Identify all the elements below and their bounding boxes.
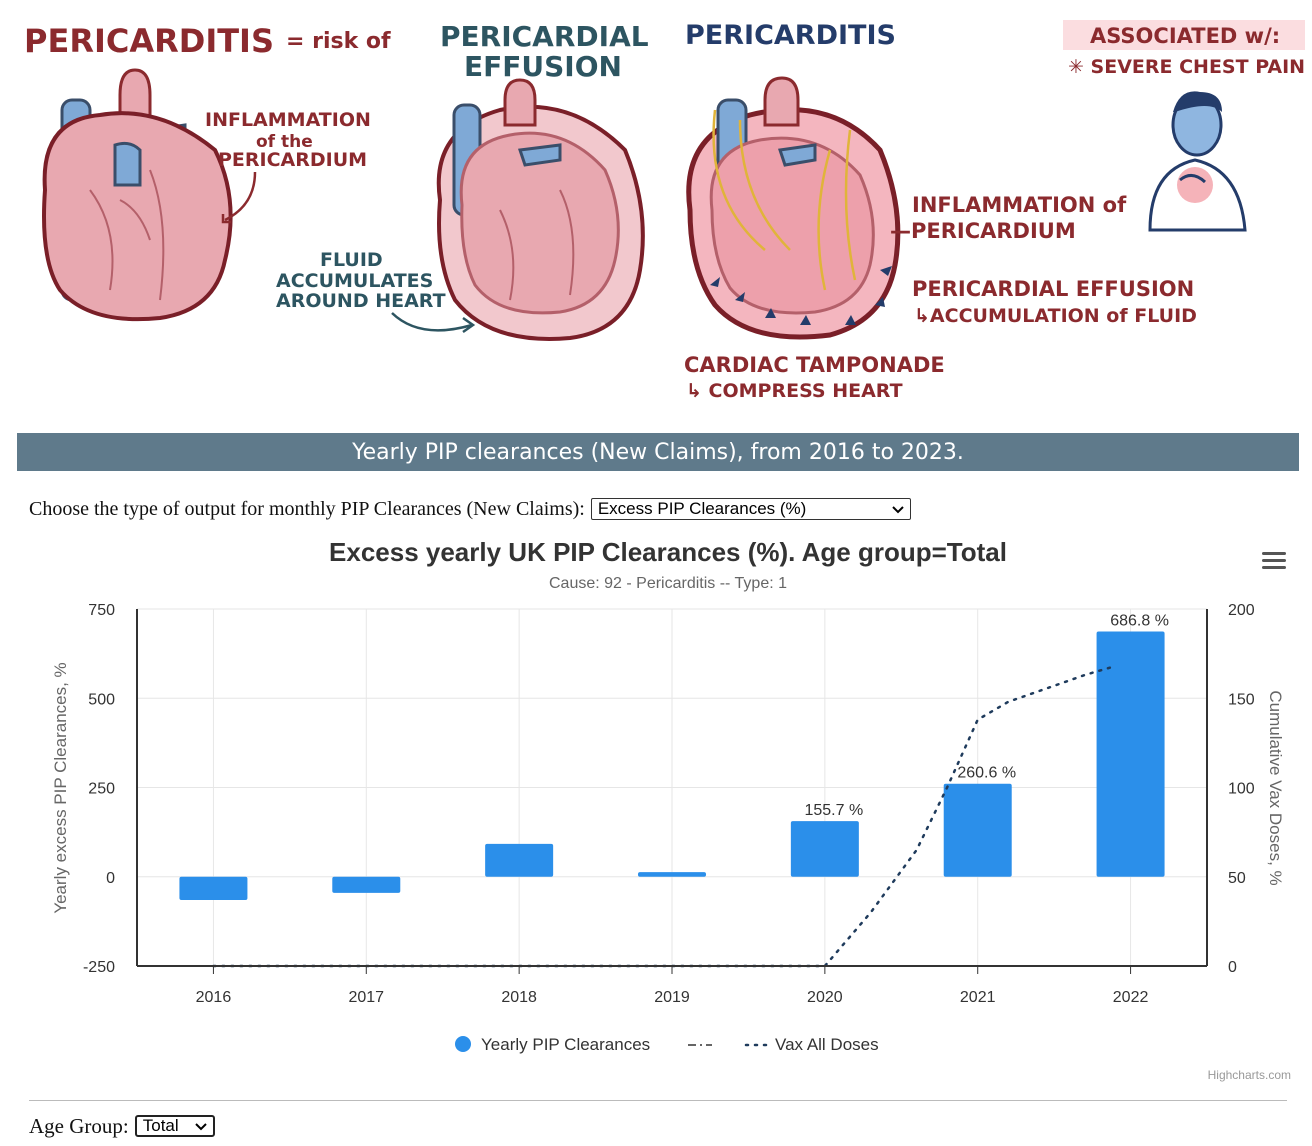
output-type-row: Choose the type of output for monthly PI… [29,496,911,522]
age-group-row: Age Group: Total [29,1113,215,1139]
y-tick-label: 750 [88,602,115,619]
panel1-label-1: INFLAMMATION [205,109,371,131]
panel3-label2-2: ↳ACCUMULATION of FLUID [914,305,1197,327]
pericarditis-illustration: PERICARDITIS = risk of INFLAMMATION of t… [24,20,1305,402]
age-group-select[interactable]: Total [134,1115,215,1137]
age-group-label: Age Group: [29,1113,129,1138]
panel2-title-2: EFFUSION [464,50,622,83]
y-tick-label: 500 [88,691,115,708]
pip-clearances-chart: Excess yearly UK PIP Clearances (%). Age… [51,537,1291,1082]
heart-1 [42,68,233,322]
panel2-title-1: PERICARDIAL [440,20,649,53]
divider [29,1100,1287,1101]
chart-labels: -250 0 250 500 750 0 50 100 150 200 2016 2017 2018 20… [83,602,1255,1006]
x-tick-label: 2019 [654,989,690,1006]
legend-item-vax[interactable]: Vax All Doses [744,1035,879,1054]
chart-subtitle: Cause: 92 - Pericarditis -- Type: 1 [549,575,787,592]
chevron-down-icon [892,499,904,519]
panel2-label-3: AROUND HEART [276,290,446,312]
bar[interactable] [943,783,1012,877]
x-tick-label: 2016 [196,989,232,1006]
panel2-label-1: FLUID [320,249,383,271]
panel3-label2-1: PERICARDIAL EFFUSION [912,277,1194,301]
chart-credits[interactable]: Highcharts.com [1208,1068,1291,1082]
panel3-label3-2: ↳ COMPRESS HEART [686,380,903,402]
bar-data-label: 260.6 % [957,765,1016,782]
panel1-label-3: PERICARDIUM [218,149,367,171]
y2-tick-label: 0 [1228,959,1237,976]
output-type-value: Excess PIP Clearances (%) [597,499,807,518]
y-tick-label: 0 [106,870,115,887]
chart-axes [136,609,1208,974]
panel1-title: PERICARDITIS [24,22,274,60]
bar[interactable] [485,843,554,877]
y2-axis-title: Cumulative Vax Doses, % [1266,690,1285,885]
output-type-label: Choose the type of output for monthly PI… [29,497,585,520]
chart-title: Excess yearly UK PIP Clearances (%). Age… [329,537,1007,567]
bar-data-label: 155.7 % [804,802,863,819]
panel3-label1-2: —PERICARDIUM [890,219,1076,243]
bar[interactable] [1096,631,1165,877]
chart-legend: Yearly PIP Clearances Vax All Doses [455,1035,879,1054]
y2-tick-label: 150 [1228,691,1255,708]
y-tick-label: 250 [88,781,115,798]
panel1-label-2: of the [256,132,313,152]
x-tick-label: 2021 [960,989,996,1006]
x-tick-label: 2020 [807,989,843,1006]
bar-data-label: 686.8 % [1110,613,1169,630]
panel3-label1-1: INFLAMMATION of [912,193,1127,217]
bar[interactable] [332,876,401,893]
panel4-label: ✳ SEVERE CHEST PAIN [1068,56,1305,78]
bar-series [179,631,1165,900]
output-type-select[interactable]: Excess PIP Clearances (%) [590,498,911,520]
x-tick-label: 2017 [348,989,384,1006]
chart-menu-icon[interactable] [1258,547,1288,577]
y2-tick-label: 50 [1228,870,1246,887]
chest-pain-person [1148,91,1247,232]
panel3-label3-1: CARDIAC TAMPONADE [684,353,945,377]
legend-label-pip: Yearly PIP Clearances [481,1035,650,1054]
y2-tick-label: 200 [1228,602,1255,619]
y-tick-label: -250 [83,959,115,976]
chevron-down-icon [195,1116,207,1136]
bar[interactable] [179,876,248,900]
x-tick-label: 2022 [1113,989,1149,1006]
chart-grid [137,608,1207,967]
heart-2 [436,78,645,341]
age-group-value: Total [142,1116,179,1135]
bar[interactable] [638,872,706,877]
heart-3 [686,76,901,340]
legend-item-pip[interactable]: Yearly PIP Clearances [455,1035,650,1054]
y2-tick-label: 100 [1228,781,1255,798]
section-banner: Yearly PIP clearances (New Claims), from… [17,433,1299,471]
y-axis-title: Yearly excess PIP Clearances, % [51,662,70,913]
x-tick-label: 2018 [501,989,537,1006]
panel4-title: ASSOCIATED w/: [1090,24,1280,48]
panel1-subtitle: = risk of [286,29,391,54]
panel2-label-2: ACCUMULATES [276,270,433,292]
bar[interactable] [790,821,859,877]
panel3-title: PERICARDITIS [685,20,896,51]
legend-label-vax: Vax All Doses [775,1035,879,1054]
banner-title: Yearly PIP clearances (New Claims), from… [352,439,964,465]
